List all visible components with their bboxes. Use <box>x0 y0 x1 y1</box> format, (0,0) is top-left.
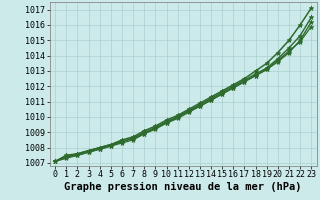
X-axis label: Graphe pression niveau de la mer (hPa): Graphe pression niveau de la mer (hPa) <box>64 182 302 192</box>
